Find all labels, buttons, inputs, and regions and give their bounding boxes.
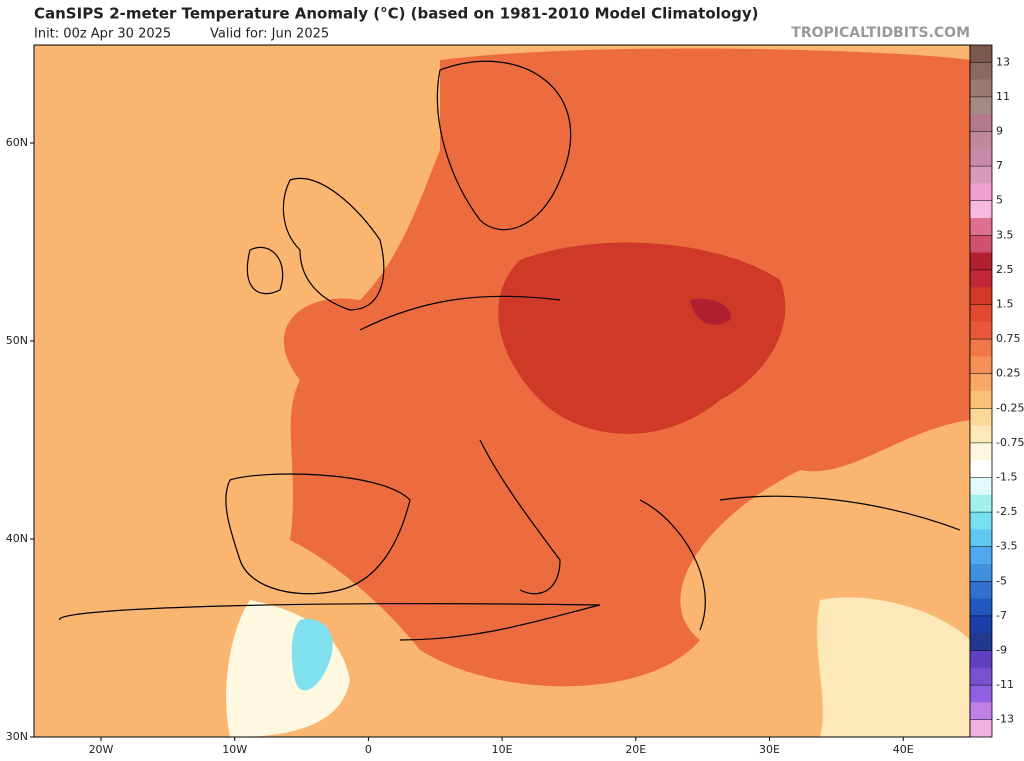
colorbar-swatch	[970, 719, 992, 738]
colorbar-swatch	[970, 546, 992, 565]
lon-label: 30E	[759, 743, 780, 756]
colorbar-swatch	[970, 494, 992, 513]
anomaly-field	[291, 619, 333, 691]
colorbar-swatch	[970, 148, 992, 167]
colorbar-frame	[969, 44, 993, 738]
colorbar-label: -1.5	[996, 471, 1017, 484]
lat-label: 50N	[6, 334, 28, 347]
lat-label: 60N	[6, 136, 28, 149]
colorbar-label: 13	[996, 55, 1010, 68]
colorbar-swatch	[970, 477, 992, 496]
lon-label: 10W	[222, 743, 247, 756]
colorbar-swatch	[970, 218, 992, 236]
colorbar-label: -5	[996, 574, 1007, 587]
colorbar-swatch	[970, 96, 992, 115]
colorbar-label: -11	[996, 678, 1014, 691]
colorbar-swatch	[970, 460, 992, 478]
init-time: Init: 00z Apr 30 2025	[34, 27, 171, 42]
colorbar-swatch	[970, 45, 992, 63]
colorbar-label: 0.75	[996, 332, 1021, 345]
colorbar-swatch	[970, 633, 992, 651]
colorbar-swatch	[970, 356, 992, 375]
colorbar-swatch	[970, 442, 992, 461]
lon-label: 0	[365, 743, 372, 756]
colorbar-label: 9	[996, 125, 1003, 138]
colorbar-swatch	[970, 408, 992, 427]
site-name: TROPICALTIDBITS.COM	[791, 25, 970, 41]
map	[33, 44, 971, 738]
colorbar-label: -0.25	[996, 401, 1024, 414]
colorbar-label: 3.5	[996, 228, 1014, 241]
colorbar-swatch	[970, 321, 992, 340]
lon-label: 40E	[893, 743, 914, 756]
valid-time: Valid for: Jun 2025	[210, 27, 329, 42]
colorbar-swatch	[970, 615, 992, 634]
colorbar-swatch	[970, 200, 992, 219]
anomaly-field	[690, 298, 731, 325]
colorbar-swatch	[970, 650, 992, 669]
colorbar-swatch	[970, 598, 992, 617]
colorbar-label: 0.25	[996, 367, 1021, 380]
colorbar-label: -0.75	[996, 436, 1024, 449]
colorbar-swatch	[970, 339, 992, 357]
colorbar-swatch	[970, 702, 992, 721]
colorbar-label: 2.5	[996, 263, 1014, 276]
anomaly-field	[817, 597, 970, 737]
anomaly-field	[498, 242, 786, 434]
colorbar-swatch	[970, 667, 992, 686]
colorbar-swatch	[970, 62, 992, 81]
colorbar-label: -3.5	[996, 540, 1017, 553]
lat-label: 30N	[6, 730, 28, 743]
title: CanSIPS 2-meter Temperature Anomaly (°C)…	[34, 5, 758, 23]
colorbar-swatch	[970, 685, 992, 703]
colorbar-swatch	[970, 373, 992, 392]
colorbar-swatch	[970, 287, 992, 305]
colorbar-swatch	[970, 425, 992, 444]
colorbar-swatch	[970, 131, 992, 150]
colorbar-label: -13	[996, 713, 1014, 726]
lat-label: 40N	[6, 532, 28, 545]
colorbar-label: 5	[996, 194, 1003, 207]
colorbar-swatch	[970, 564, 992, 582]
colorbar-label: 1.5	[996, 298, 1014, 311]
coastline	[59, 473, 601, 641]
coastline	[246, 60, 961, 631]
lon-label: 10E	[492, 743, 513, 756]
colorbar-swatch	[970, 235, 992, 254]
colorbar-swatch	[970, 581, 992, 600]
colorbar-swatch	[970, 166, 992, 184]
colorbar-swatch	[970, 529, 992, 548]
colorbar-swatch	[970, 183, 992, 202]
colorbar-label: 7	[996, 159, 1003, 172]
colorbar-swatch	[970, 304, 992, 323]
colorbar-swatch	[970, 269, 992, 288]
colorbar-label: 11	[996, 90, 1010, 103]
lon-label: 20E	[625, 743, 646, 756]
colorbar-label: -2.5	[996, 505, 1017, 518]
colorbar-swatch	[970, 114, 992, 132]
colorbar-swatch	[970, 391, 992, 409]
colorbar-label: -9	[996, 644, 1007, 657]
colorbar-swatch	[970, 79, 992, 98]
colorbar-label: -7	[996, 609, 1007, 622]
colorbar-swatch	[970, 512, 992, 530]
colorbar-swatch	[970, 252, 992, 271]
lon-label: 20W	[89, 743, 114, 756]
